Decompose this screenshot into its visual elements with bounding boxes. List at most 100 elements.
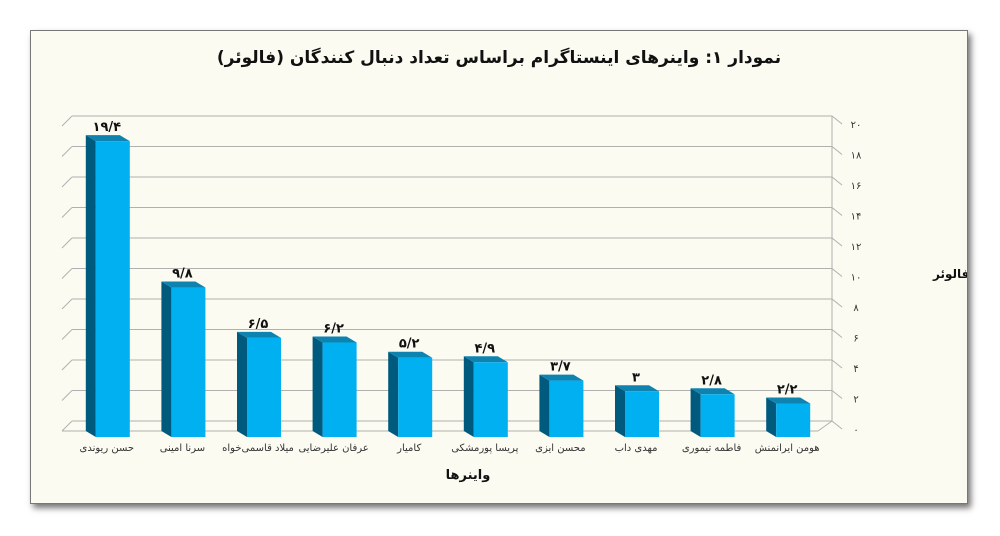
bar-side [766,397,777,437]
data-label: ۲/۸ [701,373,722,388]
category-label: پریسا پورمشکی [451,443,518,454]
bar-top [463,356,508,363]
bar-side [690,388,701,437]
tick-mark [831,115,843,125]
y-tick-label: ۱۲ [851,242,862,253]
gridline-diagonal [61,207,73,218]
gridline-diagonal [61,176,73,188]
y-tick-label: ۸ [853,303,859,314]
data-label: ۹/۸ [172,267,193,282]
gridline-diagonal [61,146,73,157]
bar-side [85,135,96,437]
floor-corner [817,420,833,432]
gridline-diagonal [61,329,73,340]
y-tick-label: ۴ [853,364,858,375]
bar [85,135,130,437]
data-label: ۱۹/۴ [93,120,122,135]
data-label: ۵/۲ [399,337,420,352]
bar-side [312,336,323,437]
data-labels: ۱۹/۴ ۹/۸ ۶/۵ ۶/۲ ۵/۲ ۴/۹ ۳/۷ ۳ ۲/۸ ۲/۲ [93,120,798,397]
bar-side [615,385,625,437]
category-label: حسن ریوندی [80,443,135,454]
bar [766,397,811,437]
bar-front [171,287,206,437]
bar [312,336,357,437]
bar-top [85,135,130,142]
bar [539,374,584,437]
gridline-diagonal [61,115,73,127]
y-tick-label: ۰ [853,425,858,436]
y-axis-title: تعداد فالوئر [932,267,967,282]
category-label: میلاد قاسمی‌خواه [222,443,294,454]
category-label: عرفان علیرضایی [298,443,368,454]
tick-mark [831,146,843,155]
category-label: هومن ایرانمنش [755,443,820,454]
gridline-diagonal [61,268,73,279]
y-tick-label: ۲۰ [851,120,862,131]
bar-top [539,374,584,381]
y-tick-label: ۱۴ [851,212,862,223]
bar-top [388,351,433,358]
bar-side [539,374,550,437]
category-label: محسن ایزی [535,443,585,454]
category-label: مهدی داب [615,443,658,454]
category-label: سرنا امینی [160,443,205,454]
category-label: فاطمه تیموری [682,443,742,454]
bar-front [473,362,508,437]
tick-mark [831,420,843,430]
y-tick-label: ۱۶ [851,181,862,192]
data-label: ۲/۲ [777,382,798,397]
bar-top [312,336,357,343]
bar-front [95,141,130,437]
bar-front [247,337,281,437]
bar-top [615,385,659,392]
category-labels: حسن ریوندی سرنا امینی میلاد قاسمی‌خواه عرفا… [80,443,820,454]
tick-mark [831,359,843,369]
gridline-diagonal [61,298,73,310]
bar-front [700,394,735,437]
gridline-diagonal [61,420,73,432]
bar-side [463,356,474,437]
tick-mark [831,176,843,186]
bar-top [690,388,735,395]
tick-mark [831,298,843,308]
bar-side [237,331,247,437]
bar [615,385,659,437]
bar [463,356,508,437]
data-label: ۳/۷ [550,360,571,375]
bar-front [776,403,811,437]
bar-front [322,342,357,437]
bar-top [766,397,811,404]
bar-front [625,391,659,437]
y-tick-label: ۱۰ [851,273,862,284]
tick-mark [831,207,843,216]
bar [690,388,735,437]
chart-title: نمودار ۱: واینرهای اینستاگرام براساس تعد… [217,47,781,68]
tick-mark [831,268,843,277]
chart-frame: نمودار ۱: واینرهای اینستاگرام براساس تعد… [30,30,968,504]
bar-top [161,281,206,288]
bar-side [161,281,172,437]
gridline-diagonal [61,390,73,401]
gridline-diagonal [61,237,73,249]
data-label: ۳ [632,370,640,385]
data-label: ۴/۹ [474,341,495,356]
category-label: کامیار [396,443,421,454]
bars [85,135,811,437]
bar [388,351,433,437]
data-label: ۶/۲ [323,321,344,336]
bar-front [549,380,584,437]
y-axis-ticks: ۰ ۲ ۴ ۶ ۸ ۱۰ ۱۲ ۱۴ ۱۶ ۱۸ ۲۰ [851,120,862,436]
tick-mark [831,237,843,247]
gridline-diagonal [61,359,73,371]
tick-mark [831,329,843,338]
bar-side [388,351,399,437]
y-tick-label: ۶ [853,334,858,345]
bar [161,281,206,437]
y-tick-label: ۱۸ [851,151,862,162]
tick-mark [831,390,843,399]
bar-chart: نمودار ۱: واینرهای اینستاگرام براساس تعد… [61,47,967,483]
data-label: ۶/۵ [248,317,269,332]
bar [237,331,281,437]
x-axis-title: واینرها [446,468,491,483]
